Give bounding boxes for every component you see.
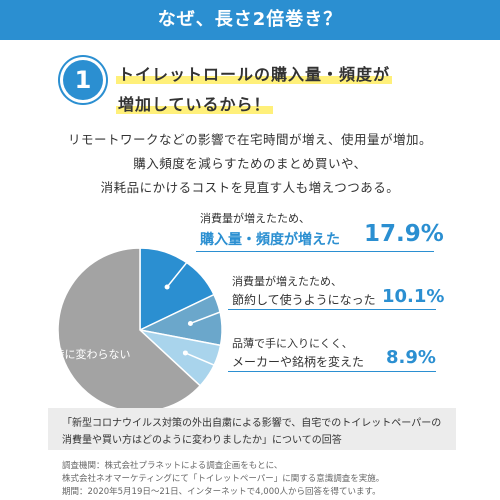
annotation-2-underline (228, 309, 436, 310)
pie-slice-1 (139, 247, 215, 332)
reason-line-2: 増加しているから！ (116, 91, 273, 115)
reason-line-1: トイレットロールの購入量・頻度が (116, 61, 393, 85)
note-line-3: 期間：2020年5月19日〜21日、インターネットで4,000人から回答を得てい… (62, 487, 381, 497)
annotation-3-line-1: 品薄で手に入りにくく、 (232, 337, 353, 350)
leader-line-3 (185, 352, 229, 372)
note-line-1: 調査機関：株式会社プラネットによる調査企画をもとに、 (62, 461, 283, 471)
note-line-2: 株式会社ネオマーケティングにて「トイレットペーパー」に関する意識調査を実施。 (62, 474, 385, 484)
leader-dot-2 (187, 320, 193, 326)
reason-line-2-text: 増加しているから！ (116, 95, 273, 114)
body-line-1: リモートワークなどの影響で在宅時間が増え、使用量が増加。 (67, 132, 432, 147)
annotation-2-line-1: 消費量が増えたため、 (232, 275, 342, 288)
annotation-1-percent: 17.9% (364, 221, 444, 247)
leader-dot-3 (182, 350, 188, 356)
header-title: なぜ、長さ2倍巻き？ (0, 0, 500, 40)
leader-line-2 (190, 308, 229, 325)
body-line-3: 消耗品にかけるコストを見直す人も増えつつある。 (100, 180, 400, 195)
leader-line-1 (166, 250, 197, 288)
reason-line-1-text: トイレットロールの購入量・頻度が (116, 65, 393, 84)
annotation-3-percent: 8.9% (386, 347, 436, 368)
annotation-1-line-2: 購入量・頻度が増えた (200, 232, 340, 248)
reason-number-badge: 1 (63, 60, 103, 100)
source-box (48, 408, 456, 450)
annotation-2-percent: 10.1% (382, 286, 445, 307)
annotation-1-line-1: 消費量が増えたため、 (200, 212, 310, 225)
annotation-2-line-2: 節約して使うようになった (232, 293, 376, 307)
leader-dot-1 (164, 284, 170, 290)
annotation-3-underline (228, 371, 436, 372)
annotation-3-line-2: メーカーや銘柄を変えた (232, 355, 365, 369)
annotation-1-underline (196, 251, 434, 252)
pie-inner-label: 特に変わらない (54, 347, 131, 361)
body-line-2: 購入頻度を減らすためのまとめ買いや、 (133, 156, 367, 171)
source-line-2: 消費量や買い方はどのように変わりましたか」についての回答 (62, 435, 342, 446)
source-line-1: 「新型コロナウイルス対策の外出自粛による影響で、自宅でのトイレットペーパーの (62, 418, 442, 429)
